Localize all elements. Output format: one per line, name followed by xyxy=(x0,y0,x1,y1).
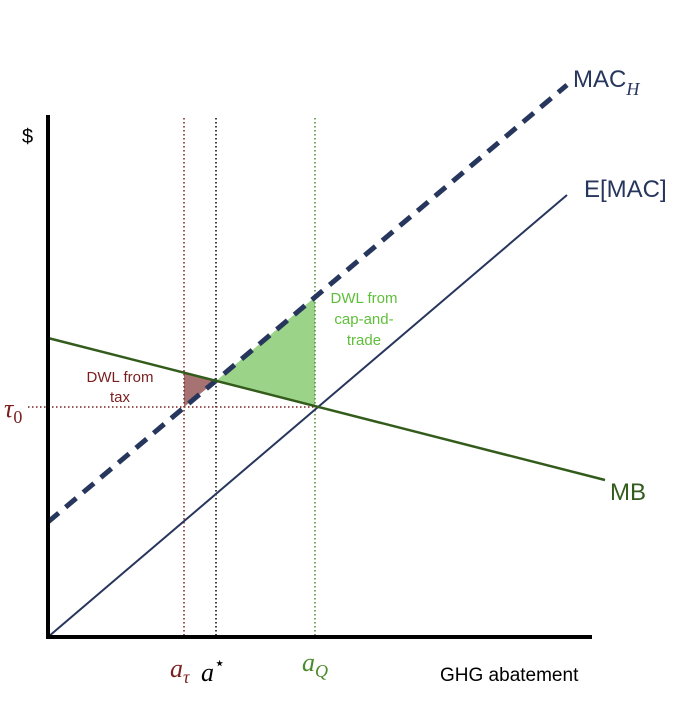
mac-h-label: MACH xyxy=(573,66,640,99)
dwl-cap-line: DWL from xyxy=(331,290,398,307)
dwl-cap-line: cap-and- xyxy=(334,311,393,328)
tau-sub: 0 xyxy=(13,407,22,427)
e-mac-curve xyxy=(47,194,568,638)
a-q-sub: Q xyxy=(315,661,328,681)
mb-curve xyxy=(47,336,606,482)
mac-h-curve xyxy=(46,83,569,524)
a-q-symbol: a xyxy=(302,648,315,677)
e-mac-label: E[MAC] xyxy=(584,176,667,203)
dwl-tax-line: tax xyxy=(110,389,131,406)
mac-h-text: MAC xyxy=(573,66,626,93)
dwl-cap-line: trade xyxy=(347,332,381,349)
mb-label: MB xyxy=(610,479,646,506)
dwl-cap-area xyxy=(216,297,315,407)
tau-label: τ0 xyxy=(4,394,22,427)
x-axis-label: GHG abatement xyxy=(440,665,579,686)
y-axis-label: $ xyxy=(22,126,33,148)
a-q-label: aQ xyxy=(302,648,328,681)
dwl-tax-line: DWL from xyxy=(87,369,154,386)
a-star-symbol: a xyxy=(201,658,214,687)
a-star-label: a⋆ xyxy=(201,653,225,687)
dwl-cap-label: DWL from cap-and-trade xyxy=(331,290,398,349)
a-tau-label: aτ xyxy=(170,654,190,687)
dwl-tax-label: DWL from tax xyxy=(87,369,154,406)
a-tau-sub: τ xyxy=(183,667,190,687)
tau-symbol: τ xyxy=(4,394,15,423)
a-tau-symbol: a xyxy=(170,654,183,683)
mac-h-sub: H xyxy=(625,79,640,99)
a-star-sup: ⋆ xyxy=(214,653,225,673)
